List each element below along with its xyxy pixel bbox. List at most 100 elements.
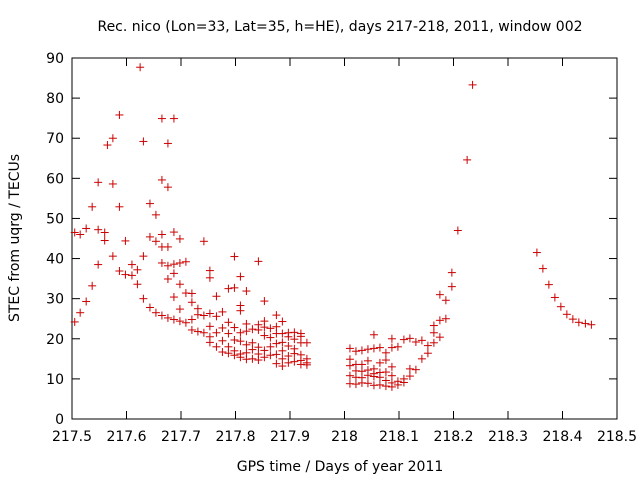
- data-point: [175, 234, 184, 243]
- data-point: [441, 296, 450, 305]
- data-point: [108, 179, 117, 188]
- data-point: [399, 335, 408, 344]
- data-point: [175, 280, 184, 289]
- data-point: [381, 348, 390, 357]
- data-point: [187, 298, 196, 307]
- data-point: [212, 328, 221, 337]
- data-point: [272, 339, 281, 348]
- data-point: [254, 320, 263, 329]
- data-point: [212, 312, 221, 321]
- x-axis-label: GPS time / Days of year 2011: [237, 459, 444, 475]
- y-tick-label: 10: [46, 372, 64, 388]
- data-point: [115, 110, 124, 119]
- data-point: [82, 297, 91, 306]
- data-point: [351, 380, 360, 389]
- data-point: [290, 328, 299, 337]
- x-tick-label: 218: [331, 429, 358, 445]
- x-tick-label: 217.6: [106, 429, 146, 445]
- data-point: [193, 327, 202, 336]
- data-point: [212, 292, 221, 301]
- data-point: [187, 289, 196, 298]
- data-point: [544, 280, 553, 289]
- data-point: [157, 311, 166, 320]
- data-point: [205, 266, 214, 275]
- data-point: [175, 258, 184, 267]
- x-tick-label: 218.1: [379, 429, 419, 445]
- data-point: [224, 329, 233, 338]
- data-point: [236, 301, 245, 310]
- data-point: [290, 344, 299, 353]
- x-tick-label: 218.4: [542, 429, 582, 445]
- y-tick-label: 20: [46, 332, 64, 348]
- data-point: [260, 331, 269, 340]
- data-point: [70, 317, 79, 326]
- chart-title: Rec. nico (Lon=33, Lat=35, h=HE), days 2…: [97, 19, 582, 35]
- data-point: [254, 257, 263, 266]
- data-point: [369, 364, 378, 373]
- data-point: [272, 311, 281, 320]
- data-point: [151, 237, 160, 246]
- data-point: [181, 257, 190, 266]
- plot-frame: [71, 57, 618, 420]
- data-point: [357, 346, 366, 355]
- data-point: [145, 199, 154, 208]
- data-point: [278, 317, 287, 326]
- data-point: [387, 362, 396, 371]
- x-tick-label: 217.8: [215, 429, 255, 445]
- data-point: [375, 343, 384, 352]
- data-point: [199, 237, 208, 246]
- data-point: [387, 378, 396, 387]
- data-point: [169, 293, 178, 302]
- data-point: [429, 321, 438, 330]
- data-point: [369, 330, 378, 339]
- data-points: [70, 63, 596, 391]
- data-point: [532, 248, 541, 257]
- data-point: [76, 230, 85, 239]
- data-point: [139, 294, 148, 303]
- data-point: [550, 293, 559, 302]
- data-point: [108, 252, 117, 261]
- data-point: [163, 313, 172, 322]
- data-point: [375, 380, 384, 389]
- data-point: [381, 356, 390, 365]
- x-tick-label: 218.5: [597, 429, 637, 445]
- data-point: [205, 332, 214, 341]
- data-point: [447, 282, 456, 291]
- data-point: [145, 303, 154, 312]
- data-point: [248, 325, 257, 334]
- data-point: [230, 283, 239, 292]
- data-point: [248, 345, 257, 354]
- data-point: [127, 271, 136, 280]
- y-tick-label: 60: [46, 171, 64, 187]
- data-point: [218, 323, 227, 332]
- data-point: [187, 315, 196, 324]
- data-point: [302, 338, 311, 347]
- data-point: [272, 322, 281, 331]
- data-point: [399, 374, 408, 383]
- data-point: [574, 318, 583, 327]
- y-tick-label: 0: [55, 412, 64, 428]
- data-point: [290, 335, 299, 344]
- data-point: [435, 290, 444, 299]
- data-point: [76, 308, 85, 317]
- data-point: [278, 346, 287, 355]
- data-point: [284, 341, 293, 350]
- data-point: [100, 236, 109, 245]
- data-point: [393, 342, 402, 351]
- data-point: [163, 275, 172, 284]
- y-tick-label: 40: [46, 252, 64, 268]
- y-axis-ticks: 0 10 20 30 40 50 60 70 80 90: [46, 51, 617, 428]
- data-point: [175, 305, 184, 314]
- data-point: [562, 310, 571, 319]
- data-point: [133, 280, 142, 289]
- data-point: [375, 358, 384, 367]
- data-point: [169, 315, 178, 324]
- data-point: [163, 261, 172, 270]
- data-point: [157, 258, 166, 267]
- data-point: [284, 358, 293, 367]
- data-point: [284, 352, 293, 361]
- data-point: [169, 114, 178, 123]
- data-point: [103, 141, 112, 150]
- data-point: [381, 376, 390, 385]
- data-point: [248, 354, 257, 363]
